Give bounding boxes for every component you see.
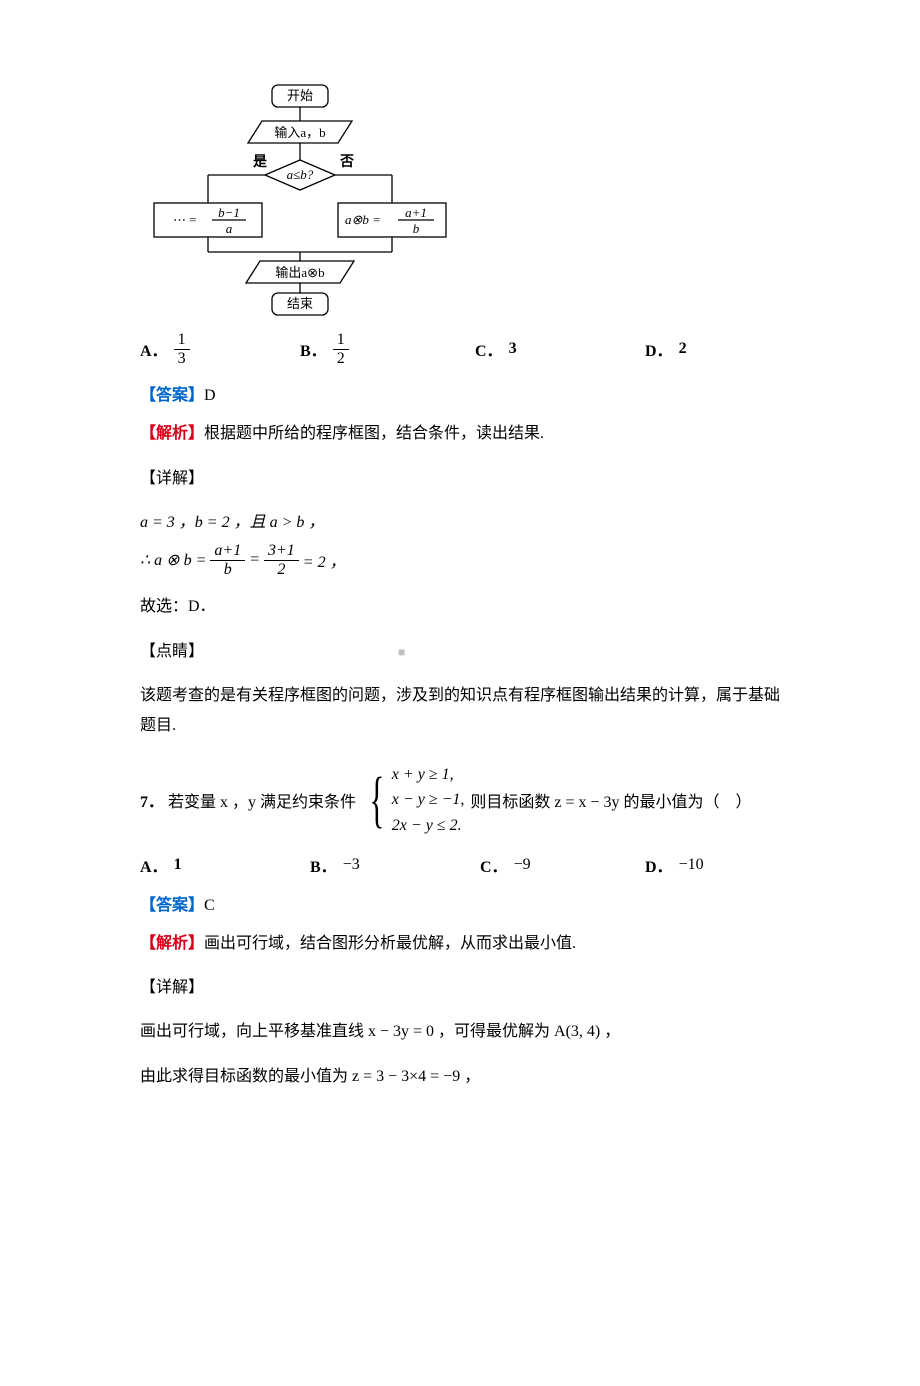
q7-options: A． 1 B． −3 C． −9 D． −10 (140, 853, 780, 877)
q7-stem: 7． 若变量 x ，y 满足约束条件 { x + y ≥ 1, x − y ≥ … (140, 762, 780, 839)
answer-tag: 【答案】 (140, 897, 204, 914)
flow-start: 开始 (287, 88, 313, 103)
brace-icon: { (369, 769, 384, 831)
q7-post: 则目标函数 z = x − 3y 的最小值为（ ） (470, 788, 751, 812)
q6-opt-b-value: 1 2 (333, 331, 349, 367)
q6-detail-line1: a = 3 ，b = 2 ，且 a > b ， (140, 508, 780, 532)
q6-remark-header: 【点睛】 ■ (140, 637, 780, 667)
watermark-icon: ■ (398, 645, 409, 659)
analysis-tag: 【解析】 (140, 425, 204, 442)
q7-system: { x + y ≥ 1, x − y ≥ −1, 2x − y ≤ 2. (362, 762, 464, 839)
q6-opt-a-label: A． (140, 337, 168, 361)
flow-output: 输出a⊗b (275, 265, 324, 280)
q7-opt-c-label: C． (480, 853, 508, 877)
flow-right-den: b (413, 221, 420, 236)
q7-number: 7． (140, 788, 164, 812)
q6-opt-a-value: 1 3 (174, 331, 190, 367)
q7-answer: 【答案】C (140, 891, 780, 915)
q7-detail-line2: 由此求得目标函数的最小值为 z = 3 − 3×4 = −9 ， (140, 1062, 780, 1092)
flow-yes-label: 是 (253, 154, 268, 170)
q6-analysis: 【解析】根据题中所给的程序框图，结合条件，读出结果. (140, 419, 780, 449)
q7-opt-d-label: D． (645, 853, 673, 877)
q7-opt-a-value: 1 (174, 856, 182, 874)
q7-opt-b-value: −3 (343, 856, 360, 874)
q7-opt-d-value: −10 (679, 856, 704, 874)
analysis-tag: 【解析】 (140, 935, 204, 952)
q7-analysis: 【解析】画出可行域，结合图形分析最优解，从而求出最小值. (140, 929, 780, 959)
flow-right-num: a+1 (405, 205, 427, 220)
q7-detail-line1: 画出可行域，向上平移基准直线 x − 3y = 0 ，可得最优解为 A(3, 4… (140, 1017, 780, 1047)
flow-no-label: 否 (339, 154, 354, 170)
q6-opt-c-value: 3 (509, 340, 517, 358)
flow-input: 输入a，b (274, 125, 325, 140)
q6-detail-line2: ∴ a ⊗ b = a+1b = 3+12 = 2 ， (140, 542, 780, 578)
q6-opt-d-value: 2 (679, 340, 687, 358)
q7-opt-a-label: A． (140, 853, 168, 877)
q6-detail-header: 【详解】 (140, 464, 780, 494)
q7-opt-c-value: −9 (514, 856, 531, 874)
q6-remark-text: 该题考查的是有关程序框图的问题，涉及到的知识点有程序框图输出结果的计算，属于基础… (140, 681, 780, 742)
flow-left-prefix: ⋯ = (172, 212, 197, 227)
answer-tag: 【答案】 (140, 387, 204, 404)
q6-options: A． 1 3 B． 1 2 C． 3 D． 2 (140, 331, 780, 367)
q7-pre: 若变量 x ，y 满足约束条件 (168, 788, 356, 812)
flow-end: 结束 (287, 296, 313, 311)
flow-decision: a≤b? (287, 167, 314, 182)
q6-opt-d-label: D． (645, 337, 673, 361)
q6-opt-c-label: C． (475, 337, 503, 361)
q6-conclusion: 故选：D． (140, 592, 780, 622)
flowchart: 开始 输入a，b a≤b? 是 否 ⋯ = (150, 80, 780, 321)
flow-left-den: a (226, 221, 233, 236)
flow-left-num: b−1 (218, 205, 240, 220)
q7-detail-header: 【详解】 (140, 973, 780, 1003)
q6-answer: 【答案】D (140, 381, 780, 405)
q6-opt-b-label: B． (300, 337, 327, 361)
flow-right-prefix: a⊗b = (345, 212, 381, 227)
q7-opt-b-label: B． (310, 853, 337, 877)
